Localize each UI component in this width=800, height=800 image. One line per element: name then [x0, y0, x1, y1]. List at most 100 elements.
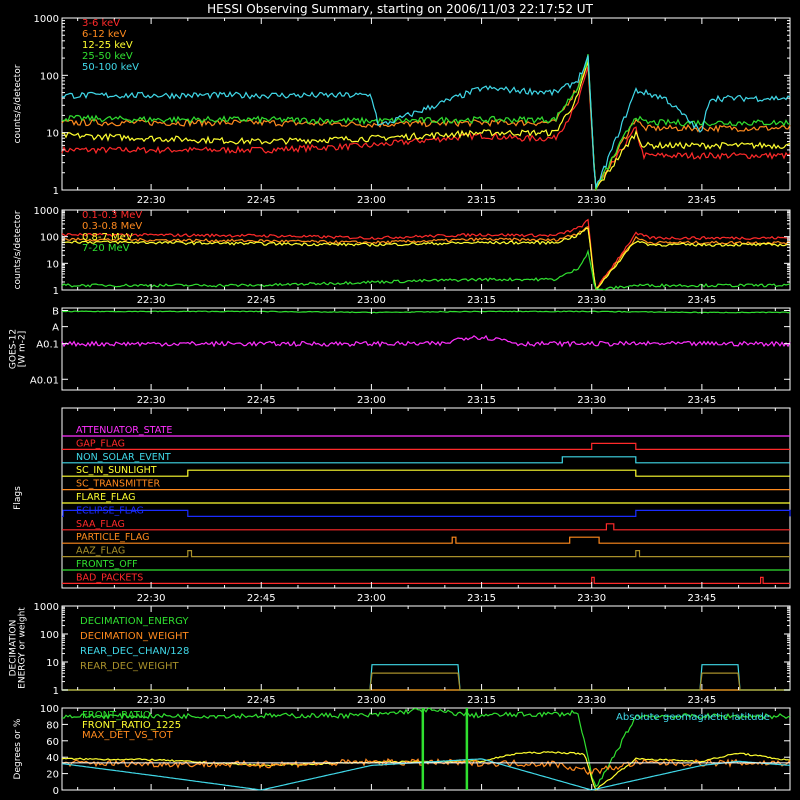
legend-entry: 6-12 keV: [82, 29, 126, 40]
flag-line: [62, 456, 790, 464]
series-line: [62, 672, 790, 691]
x-tick-label: 23:15: [467, 195, 496, 206]
y-tick-label: 40: [46, 753, 59, 764]
y-tick-label: 1000: [34, 602, 59, 613]
flag-line: [62, 576, 790, 584]
x-tick-label: 23:15: [467, 395, 496, 406]
x-tick-label: 23:15: [467, 695, 496, 706]
x-tick-label: 23:30: [577, 695, 606, 706]
series-line: [61, 707, 791, 788]
legend-entry: REAR_DEC_CHAN/128: [80, 646, 189, 657]
legend-entry: DECIMATION_WEIGHT: [80, 631, 189, 642]
series-line: [61, 334, 791, 348]
x-tick-label: 23:30: [577, 593, 606, 604]
x-tick-label: 23:30: [577, 395, 606, 406]
flag-label: PARTICLE_FLAG: [76, 532, 149, 543]
y-tick-label: 10: [46, 658, 59, 669]
flag-label: SC_IN_SUNLIGHT: [76, 465, 157, 476]
flag-label: SAA_FLAG: [76, 519, 125, 530]
y-tick-label: 10: [46, 259, 59, 270]
legend-entry: 12-25 keV: [82, 40, 133, 51]
legend-entry: 0.1-0.3 MeV: [82, 210, 142, 221]
y-axis-label: DECIMATION: [9, 620, 19, 677]
y-axis-label: Degrees or %: [13, 718, 23, 779]
legend-entry: FRONT_RATIO_1225: [82, 720, 181, 731]
panel-frame-0: [61, 17, 791, 191]
x-tick-label: 23:00: [357, 195, 386, 206]
flag-label: AAZ_FLAG: [76, 546, 125, 557]
x-tick-label: 23:00: [357, 295, 386, 306]
geomagnetic-latitude-label: Absolute geomagnetic latitude: [616, 712, 770, 723]
y-axis-label: counts/s/detector: [13, 210, 23, 289]
series-line: [61, 54, 791, 191]
y-tick-label: 60: [46, 737, 59, 748]
legend-entry: DECIMATION_ENERGY: [80, 616, 189, 627]
x-tick-label: 22:45: [247, 593, 276, 604]
x-tick-label: 23:00: [357, 695, 386, 706]
legend-entry: 0.8-7 MeV: [82, 232, 133, 243]
x-tick-label: 22:30: [137, 395, 166, 406]
series-line: [61, 310, 791, 314]
y-tick-label: 1000: [34, 14, 59, 25]
series-line: [61, 227, 791, 291]
figure-title: HESSI Observing Summary, starting on 200…: [207, 2, 593, 16]
y-tick-label: 100: [40, 233, 59, 244]
flag-label: SC_TRANSMITTER: [76, 479, 161, 490]
x-tick-label: 22:45: [247, 295, 276, 306]
y-tick-label: A0.1: [36, 340, 59, 351]
y-tick-label: B: [52, 307, 59, 318]
series-line: [61, 56, 791, 191]
flag-line: [62, 442, 790, 450]
y-tick-label: 0: [53, 786, 59, 797]
y-tick-label: 100: [40, 630, 59, 641]
y-tick-label: 1: [53, 286, 59, 297]
flag-line: [62, 523, 790, 531]
y-tick-label: 10: [46, 129, 59, 140]
flag-label: BAD_PACKETS: [76, 572, 143, 583]
x-tick-label: 23:45: [687, 695, 716, 706]
y-tick-label: 1: [53, 186, 59, 197]
flag-label: ECLIPSE_FLAG: [76, 505, 144, 516]
y-tick-label: A: [52, 323, 59, 334]
series-line: [61, 248, 791, 291]
panel-frame-2: [61, 307, 791, 391]
legend-entry: FRONT_RATIO: [82, 710, 151, 721]
flag-line: [62, 469, 790, 477]
flag-line: [62, 536, 790, 544]
flag-label: NON_SOLAR_EVENT: [76, 452, 171, 463]
x-tick-label: 23:15: [467, 295, 496, 306]
y-axis-label: ENERGY or weight: [18, 607, 28, 689]
x-tick-label: 22:30: [137, 593, 166, 604]
legend-entry: MAX_DET_VS_TOT: [82, 730, 174, 741]
x-tick-label: 23:45: [687, 593, 716, 604]
y-axis-label: Flags: [13, 486, 23, 510]
x-tick-label: 23:00: [357, 593, 386, 604]
flag-label: FRONTS_OFF: [76, 559, 138, 570]
legend-entry: 7-20 MeV: [82, 243, 130, 254]
legend-entry: 25-50 keV: [82, 51, 133, 62]
flag-line: [62, 509, 791, 517]
x-tick-label: 23:45: [687, 195, 716, 206]
series-line: [61, 55, 791, 188]
series-line: [61, 66, 791, 192]
y-tick-label: 80: [46, 720, 59, 731]
series-line: [61, 758, 791, 791]
y-axis-label: [W m-2]: [18, 331, 28, 368]
x-tick-label: 22:45: [247, 695, 276, 706]
series-line: [61, 225, 791, 291]
x-tick-label: 22:45: [247, 395, 276, 406]
legend-entry: REAR_DEC_WEIGHT: [80, 661, 179, 672]
x-tick-label: 22:30: [137, 195, 166, 206]
x-tick-label: 23:00: [357, 395, 386, 406]
x-tick-label: 23:30: [577, 295, 606, 306]
x-tick-label: 22:30: [137, 295, 166, 306]
x-tick-label: 22:30: [137, 695, 166, 706]
legend-entry: 50-100 keV: [82, 62, 139, 73]
series-line: [61, 218, 791, 291]
y-tick-label: 1000: [34, 206, 59, 217]
y-tick-label: 100: [40, 71, 59, 82]
x-tick-label: 22:45: [247, 195, 276, 206]
panel-frame-5: [61, 707, 791, 791]
x-tick-label: 23:45: [687, 395, 716, 406]
flag-label: ATTENUATOR_STATE: [76, 425, 172, 436]
